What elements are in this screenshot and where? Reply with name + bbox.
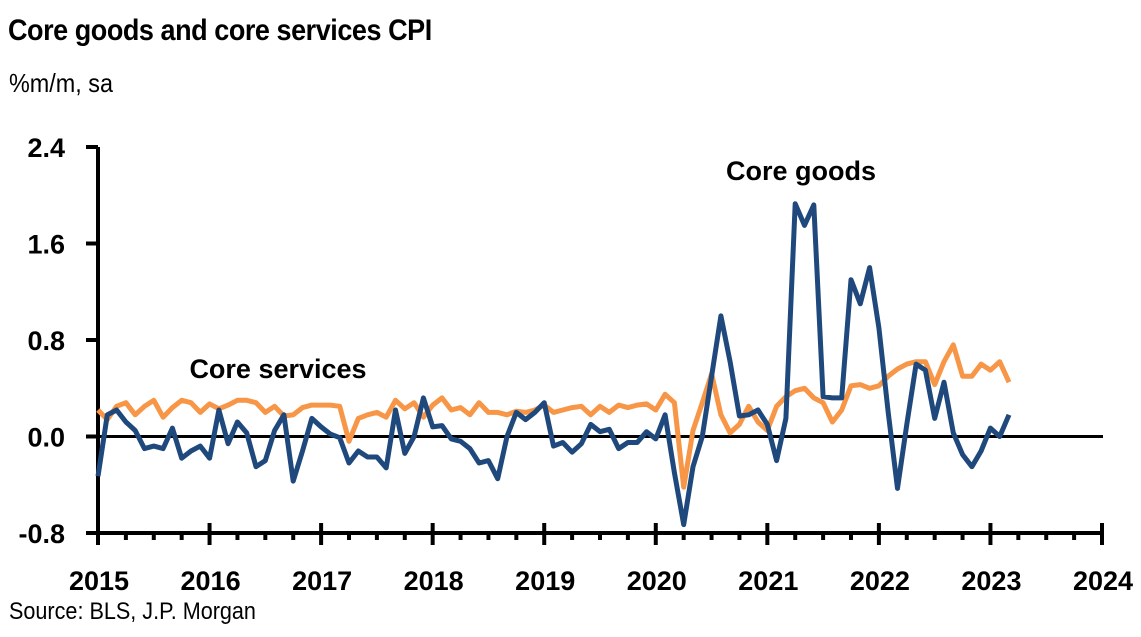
series-layer: [95, 201, 1012, 528]
annotation-core-services: Core services: [189, 354, 366, 384]
annotation-core-goods: Core goods: [726, 156, 876, 186]
source-note: Source: BLS, J.P. Morgan: [9, 598, 256, 625]
series-line-core-goods: [95, 201, 1012, 528]
x-tick-label: 2017: [292, 566, 352, 596]
x-tick-label: 2023: [961, 566, 1021, 596]
y-tick-label: 0.8: [27, 326, 65, 356]
series-line-core-services: [96, 342, 1012, 490]
axes: [86, 145, 1104, 545]
x-tick-label: 2024: [1073, 566, 1133, 596]
x-tick-label: 2020: [627, 566, 687, 596]
annotations: Core goods Core services: [189, 156, 876, 384]
x-tick-label: 2018: [404, 566, 464, 596]
chart-subtitle: %m/m, sa: [9, 68, 114, 98]
y-tick-label: 0.0: [27, 423, 65, 453]
x-tick-label: 2019: [515, 566, 575, 596]
x-tick-label: 2016: [181, 566, 241, 596]
y-tick-label: 2.4: [27, 133, 65, 163]
x-tick-label: 2021: [738, 566, 798, 596]
x-tick-label: 2022: [850, 566, 910, 596]
x-tick-label: 2015: [69, 566, 129, 596]
y-tick-label: -0.8: [18, 519, 65, 549]
tick-labels: -0.8 0.0 0.8 1.6 2.4 2015 2016 2017 2018 2019 2020…: [18, 133, 1133, 596]
y-tick-label: 1.6: [27, 230, 65, 260]
chart-title: Core goods and core services CPI: [8, 14, 432, 47]
